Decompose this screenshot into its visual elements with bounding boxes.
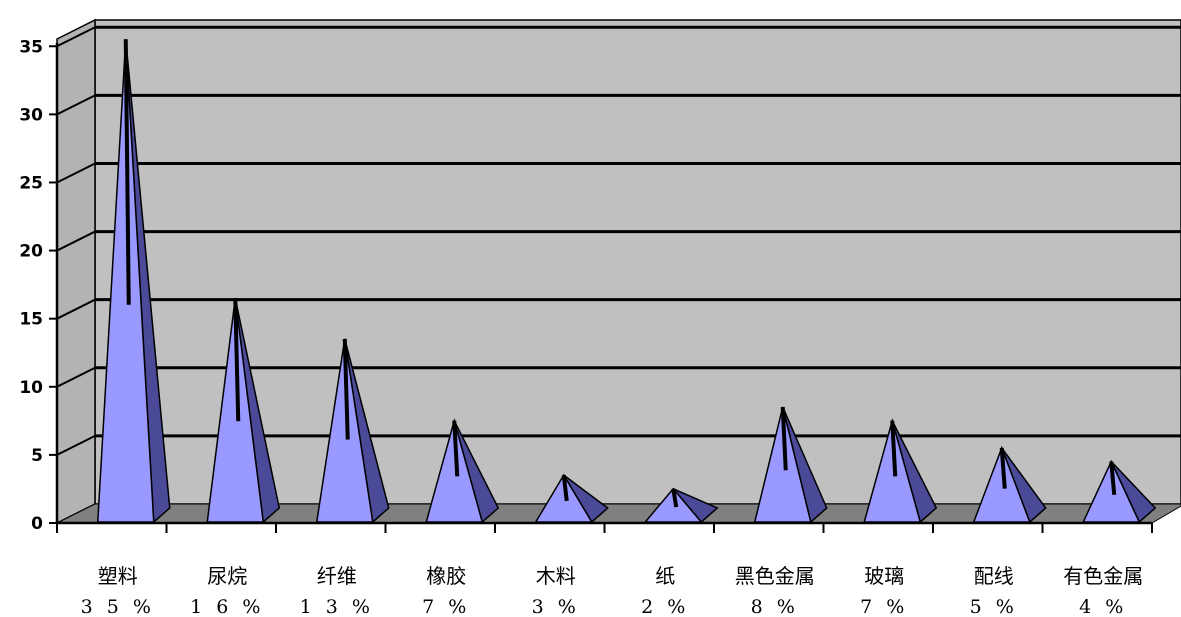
pyramid-edge bbox=[123, 39, 131, 305]
pyramid-edge bbox=[671, 488, 679, 508]
pyramid-face bbox=[863, 417, 922, 523]
pyramid-edge bbox=[452, 420, 460, 477]
pyramid-bar bbox=[425, 417, 500, 524]
pyramid-bar bbox=[972, 445, 1047, 524]
pyramid-face bbox=[315, 338, 374, 523]
gridline-side bbox=[56, 94, 96, 116]
data-label: 8 % bbox=[751, 596, 799, 617]
category-label: 黑色金属 bbox=[735, 564, 815, 588]
y-tick-label: 15 bbox=[19, 310, 43, 330]
y-tick-label: 20 bbox=[19, 242, 43, 262]
y-tick-label: 35 bbox=[19, 37, 43, 57]
pyramid-edge bbox=[1109, 461, 1117, 495]
pyramid-face bbox=[753, 406, 812, 523]
y-tick-label: 5 bbox=[31, 446, 43, 466]
pyramid-bar bbox=[534, 473, 609, 524]
category-labels: 塑料 3 5 % 尿烷 1 6 % 纤维 1 3 % 橡胶 7 % 木料 3 % 纸 2 % 黑色金属 8… bbox=[81, 564, 1144, 617]
bars bbox=[96, 39, 1157, 524]
pyramid-face bbox=[425, 417, 484, 523]
data-label: 1 6 % bbox=[190, 596, 264, 617]
pyramid-edge bbox=[999, 447, 1007, 489]
gridline-side bbox=[56, 230, 96, 252]
category-label: 配线 bbox=[974, 564, 1014, 588]
pyramid-face bbox=[534, 473, 594, 523]
pyramid-edge bbox=[890, 420, 898, 477]
y-tick-label: 0 bbox=[31, 514, 43, 534]
pyramid-face bbox=[96, 39, 155, 523]
pyramid-bar bbox=[643, 487, 719, 524]
gridline-side bbox=[56, 434, 96, 456]
pyramid-edge bbox=[561, 474, 569, 502]
category-label: 纸 bbox=[655, 564, 675, 588]
pyramid-bar bbox=[315, 338, 390, 524]
pyramid-bar bbox=[753, 406, 828, 524]
data-label: 5 % bbox=[970, 596, 1018, 617]
gridline-side bbox=[56, 26, 96, 48]
category-label: 木料 bbox=[536, 564, 576, 588]
pyramid-face bbox=[1082, 459, 1141, 523]
data-label: 7 % bbox=[422, 596, 470, 617]
category-label: 塑料 bbox=[98, 564, 138, 588]
category-label: 橡胶 bbox=[426, 564, 466, 588]
data-label: 4 % bbox=[1079, 596, 1127, 617]
pyramid-bar bbox=[1082, 459, 1157, 524]
data-label: 1 3 % bbox=[300, 596, 374, 617]
category-label: 玻璃 bbox=[864, 564, 904, 588]
gridline-side bbox=[56, 298, 96, 320]
data-label: 3 5 % bbox=[81, 596, 155, 617]
pyramid-face bbox=[643, 487, 703, 523]
data-label: 7 % bbox=[860, 596, 908, 617]
category-label: 尿烷 bbox=[207, 564, 247, 588]
y-tick-label: 30 bbox=[19, 105, 43, 125]
category-label: 纤维 bbox=[317, 564, 357, 588]
category-label: 有色金属 bbox=[1063, 564, 1143, 588]
gridlines bbox=[56, 25, 1181, 456]
data-label: 3 % bbox=[532, 596, 580, 617]
pyramid-edge bbox=[342, 338, 350, 440]
pyramid-bar bbox=[206, 297, 281, 524]
axes: 0 5 10 15 20 25 30 35 bbox=[19, 37, 1153, 534]
gridline-side bbox=[56, 366, 96, 388]
pyramid-bar bbox=[863, 417, 938, 524]
pyramid-face bbox=[206, 297, 265, 523]
pyramid-bar bbox=[96, 39, 171, 524]
gridline-side bbox=[56, 162, 96, 184]
data-label: 2 % bbox=[641, 596, 689, 617]
y-tick-label: 25 bbox=[19, 173, 43, 193]
pyramid-face bbox=[972, 445, 1031, 523]
pyramid-edge bbox=[233, 298, 241, 422]
pyramid-edge bbox=[780, 406, 788, 471]
y-tick-label: 10 bbox=[19, 378, 43, 398]
side-wall bbox=[56, 18, 96, 525]
